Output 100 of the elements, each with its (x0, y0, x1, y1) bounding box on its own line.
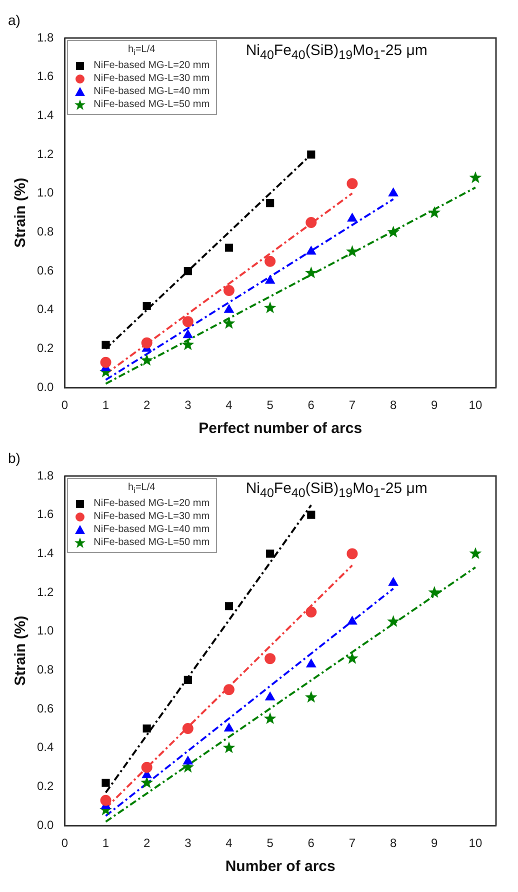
point (346, 245, 358, 257)
y-tick-label: 1.8 (36, 30, 54, 44)
legend-label: NiFe-based MG-L=50 mm (94, 98, 210, 111)
x-tick-label: 8 (390, 398, 397, 412)
y-tick-label: 0.8 (36, 224, 54, 239)
point (141, 337, 152, 348)
legend-label: NiFe-based MG-L=20 mm (94, 497, 210, 510)
y-tick-label: 1.0 (36, 624, 54, 638)
point (307, 510, 316, 519)
x-tick-label: 10 (468, 398, 482, 412)
point (264, 301, 276, 314)
point (102, 340, 110, 349)
point (428, 206, 441, 218)
point (222, 741, 236, 754)
point (346, 178, 358, 190)
legend-label: NiFe-based MG-L=40 mm (94, 523, 210, 536)
y-tick-label: 0.0 (36, 818, 54, 832)
x-tick-label: 6 (308, 398, 315, 412)
chart-title: Ni$_{40}$Fe$_{40}$(SiB)$_{19}$Mo$_{1}$-25 μm (246, 42, 428, 62)
point (100, 356, 112, 368)
point (347, 213, 358, 222)
point (304, 266, 318, 278)
point (347, 616, 358, 625)
point (306, 246, 316, 255)
point (264, 256, 276, 267)
x-tick-label: 1 (102, 398, 110, 412)
point (346, 548, 358, 560)
point (346, 652, 358, 664)
point (183, 330, 193, 338)
point (224, 304, 234, 313)
y-tick-label: 0.6 (36, 701, 54, 716)
x-tick-label: 0 (61, 398, 68, 412)
x-tick-label: 8 (390, 836, 397, 850)
legend-title: h$_{i}$=L/4 (127, 482, 156, 495)
point (428, 586, 441, 598)
point (140, 354, 154, 366)
x-tick-label: 3 (184, 398, 192, 412)
y-tick-label: 1.0 (36, 186, 54, 200)
y-tick-label: 1.6 (36, 69, 54, 84)
point (182, 722, 194, 734)
x-axis-title: Perfect number of arcs (198, 420, 362, 438)
y-axis-title: Strain (%) (12, 178, 30, 248)
legend-title: h$_{i}$=L/4 (127, 44, 156, 57)
y-tick-label: 0.4 (36, 740, 54, 754)
y-tick-label: 1.4 (36, 546, 54, 560)
legend-label: NiFe-based MG-L=20 mm (94, 59, 210, 72)
y-tick-label: 0.2 (36, 779, 54, 794)
point (184, 267, 192, 276)
y-tick-label: 1.2 (36, 146, 54, 161)
point (182, 338, 194, 350)
point (222, 317, 236, 329)
point (265, 275, 275, 284)
x-tick-label: 6 (308, 836, 315, 850)
text: a) (8, 12, 20, 28)
x-tick-label: 5 (266, 836, 274, 850)
x-tick-label: 3 (184, 836, 192, 850)
x-tick-label: 5 (266, 398, 274, 412)
point (469, 547, 482, 559)
x-axis-title: Number of arcs (225, 858, 336, 876)
point (388, 577, 398, 586)
point (184, 676, 192, 684)
point (102, 778, 110, 787)
point (264, 653, 276, 664)
legend-label: NiFe-based MG-L=30 mm (94, 72, 210, 85)
chart-title: Ni$_{40}$Fe$_{40}$(SiB)$_{19}$Mo$_{1}$-25 μm (246, 480, 428, 500)
point (306, 658, 316, 668)
point (304, 690, 318, 703)
x-tick-label: 7 (348, 398, 356, 412)
x-tick-label: 4 (226, 398, 233, 412)
point (306, 606, 317, 618)
x-tick-label: 0 (61, 836, 68, 850)
text: b) (8, 450, 20, 466)
x-tick-label: 7 (348, 836, 356, 850)
point (142, 302, 151, 310)
point (388, 188, 398, 196)
y-tick-label: 0.0 (36, 380, 54, 394)
point (265, 692, 275, 700)
x-tick-label: 10 (468, 836, 482, 850)
x-tick-label: 2 (143, 836, 150, 850)
point (223, 284, 234, 296)
y-tick-label: 1.4 (36, 108, 54, 122)
point (224, 602, 234, 610)
y-tick-label: 0.8 (36, 662, 54, 677)
y-tick-label: 1.8 (36, 468, 54, 482)
point (182, 316, 194, 328)
y-tick-label: 0.2 (36, 341, 54, 356)
point (387, 615, 400, 627)
legend-label: NiFe-based MG-L=50 mm (94, 536, 210, 549)
point (307, 150, 316, 159)
point (306, 217, 317, 228)
point (142, 724, 151, 733)
x-tick-label: 1 (102, 836, 110, 850)
point (223, 684, 234, 696)
x-tick-label: 4 (226, 836, 233, 850)
y-axis-title: Strain (%) (12, 616, 30, 686)
point (469, 171, 482, 184)
point (266, 199, 274, 208)
point (141, 762, 152, 773)
x-tick-label: 9 (431, 398, 438, 412)
legend-label: NiFe-based MG-L=30 mm (94, 510, 210, 523)
